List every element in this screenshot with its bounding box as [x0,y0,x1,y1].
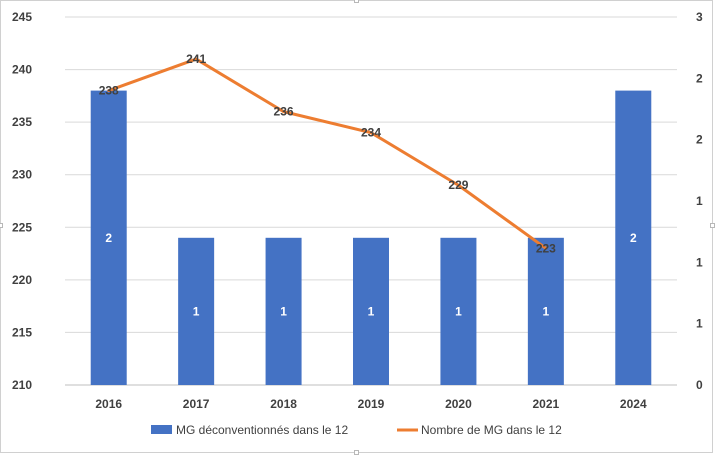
legend-label-bar: MG déconventionnés dans le 12 [176,423,348,437]
line-data-label: 241 [186,52,206,66]
line-data-label: 234 [361,126,381,140]
bar-data-labels: 2 1 1 1 1 1 2 [105,231,637,319]
left-tick-label: 230 [12,168,32,182]
line-series [107,57,548,250]
right-tick-label: 1 [696,317,703,331]
x-tick-label: 2021 [533,397,560,411]
bar [615,90,652,385]
resize-handle-left[interactable] [0,223,3,228]
x-tick-label: 2018 [270,397,297,411]
right-axis-ticks: 0 1 1 1 2 2 3 [696,10,703,392]
bar-data-label: 1 [455,304,462,318]
bar-data-label: 1 [193,304,200,318]
left-tick-label: 240 [12,63,32,77]
series-line [107,57,548,250]
line-data-label: 236 [274,105,294,119]
bar-data-label: 2 [105,231,112,245]
bar-series [90,90,652,385]
bar-data-label: 1 [543,304,550,318]
x-tick-label: 2020 [445,397,472,411]
bar-data-label: 2 [630,231,637,245]
resize-handle-right[interactable] [710,223,715,228]
resize-handle-bottom[interactable] [354,450,359,455]
left-tick-label: 225 [12,220,32,234]
left-tick-label: 215 [12,325,32,339]
bar [440,237,477,385]
x-tick-label: 2016 [95,397,122,411]
bar [353,237,389,385]
left-tick-label: 245 [12,10,32,24]
line-data-label: 229 [448,178,468,192]
right-tick-label: 2 [696,71,703,85]
line-data-label: 223 [536,241,556,255]
legend: MG déconventionnés dans le 12 Nombre de … [151,423,562,437]
left-axis-ticks: 210 215 220 225 230 235 240 245 [12,10,32,392]
bar [265,237,302,385]
left-tick-label: 235 [12,115,32,129]
left-tick-label: 210 [12,378,32,392]
left-tick-label: 220 [12,273,32,287]
right-tick-label: 0 [696,378,703,392]
right-tick-label: 1 [696,255,703,269]
right-tick-label: 1 [696,194,703,208]
x-tick-label: 2024 [620,397,647,411]
legend-label-line: Nombre de MG dans le 12 [421,423,562,437]
bar-data-label: 1 [368,304,375,318]
right-tick-label: 2 [696,133,703,147]
resize-handle-top[interactable] [354,0,359,3]
bar [178,237,215,385]
x-tick-label: 2017 [183,397,210,411]
legend-swatch-bar [151,425,172,434]
x-tick-label: 2019 [358,397,385,411]
line-data-labels: 238 241 236 234 229 223 [99,52,556,255]
x-axis-ticks: 2016 2017 2018 2019 2020 2021 2024 [95,397,647,411]
bar [527,237,564,385]
bar-data-label: 1 [280,304,287,318]
right-tick-label: 3 [696,10,703,24]
line-data-label: 238 [99,84,119,98]
bar [90,90,127,385]
